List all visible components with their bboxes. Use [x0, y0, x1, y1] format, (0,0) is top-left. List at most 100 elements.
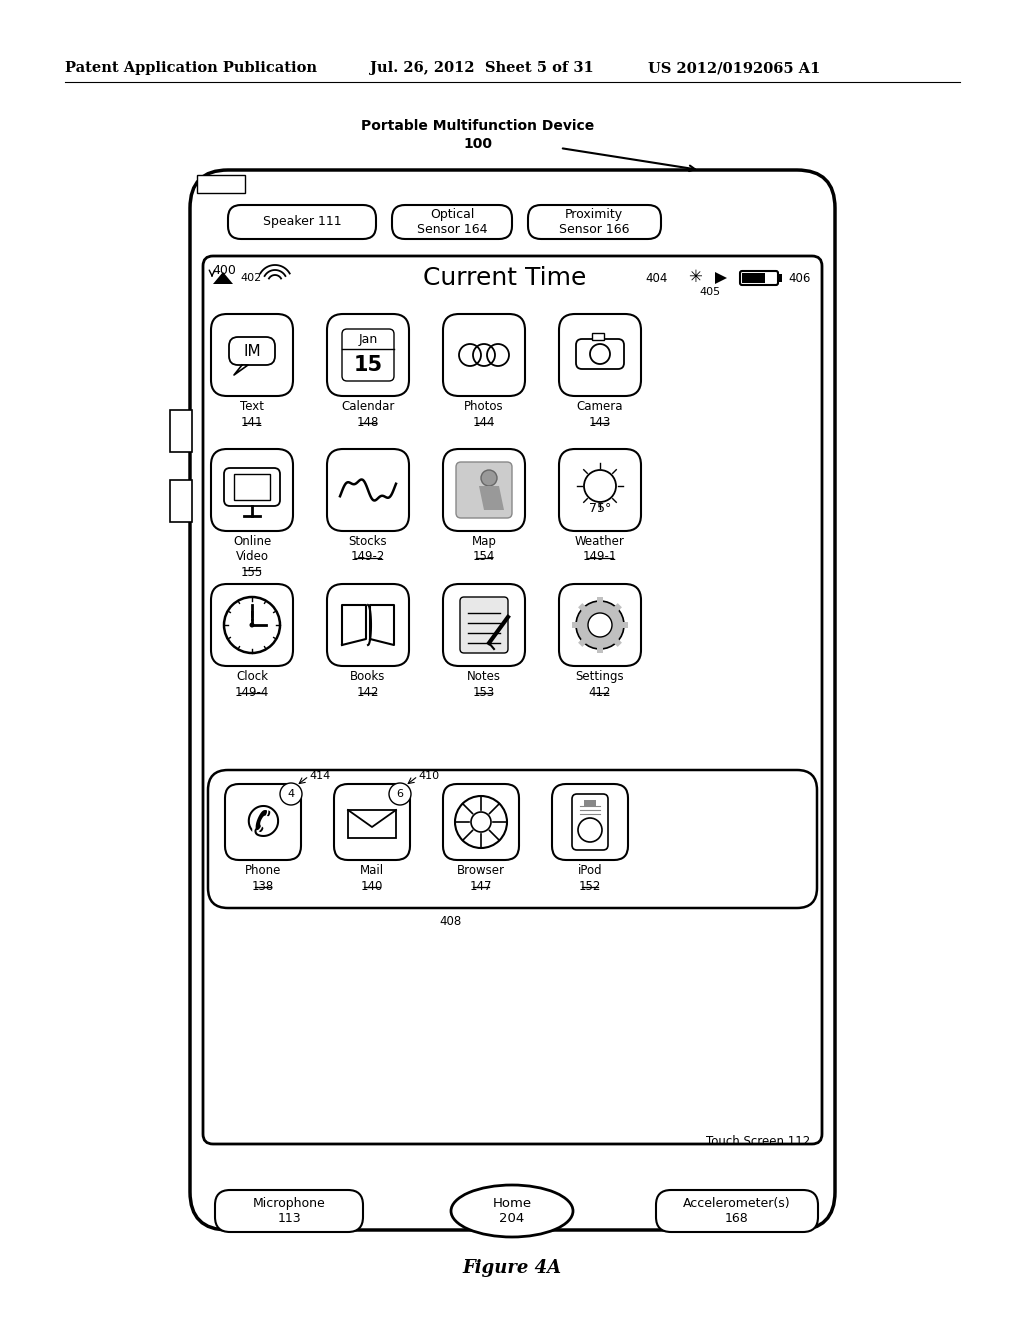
Text: 400: 400: [212, 264, 236, 276]
Text: iPod
152: iPod 152: [578, 865, 602, 892]
Text: Microphone
113: Microphone 113: [253, 1197, 326, 1225]
Text: ✆: ✆: [246, 803, 281, 845]
FancyBboxPatch shape: [443, 784, 519, 861]
Text: Map
154: Map 154: [472, 535, 497, 564]
Text: 4: 4: [288, 789, 295, 799]
Text: Phone
138: Phone 138: [245, 865, 282, 892]
Text: Browser
147: Browser 147: [457, 865, 505, 892]
Text: 414: 414: [309, 771, 331, 781]
FancyBboxPatch shape: [327, 583, 409, 667]
Text: 404: 404: [645, 272, 668, 285]
FancyBboxPatch shape: [559, 314, 641, 396]
Text: 408: 408: [439, 915, 461, 928]
Bar: [170, 480, 193, 521]
Text: 208: 208: [176, 492, 186, 511]
Text: Proximity
Sensor 166: Proximity Sensor 166: [559, 209, 630, 236]
FancyBboxPatch shape: [575, 339, 624, 370]
FancyBboxPatch shape: [228, 205, 376, 239]
Text: Text
141: Text 141: [240, 400, 264, 429]
Polygon shape: [479, 486, 504, 510]
Polygon shape: [715, 272, 727, 284]
Text: Jul. 26, 2012  Sheet 5 of 31: Jul. 26, 2012 Sheet 5 of 31: [370, 61, 594, 75]
Polygon shape: [213, 272, 233, 284]
Bar: [592, 333, 604, 341]
Bar: [778, 275, 782, 282]
FancyBboxPatch shape: [190, 170, 835, 1230]
Bar: [170, 411, 193, 451]
FancyBboxPatch shape: [528, 205, 662, 239]
Polygon shape: [597, 647, 603, 653]
Text: Mail
140: Mail 140: [360, 865, 384, 892]
Text: Books
142: Books 142: [350, 671, 386, 698]
Text: 208: 208: [176, 422, 186, 441]
Text: Clock
149-4: Clock 149-4: [234, 671, 269, 698]
Bar: [348, 810, 396, 838]
Text: Optical
Sensor 164: Optical Sensor 164: [417, 209, 487, 236]
FancyBboxPatch shape: [392, 205, 512, 239]
FancyBboxPatch shape: [224, 469, 280, 506]
FancyBboxPatch shape: [460, 597, 508, 653]
FancyBboxPatch shape: [229, 337, 275, 366]
Text: Figure 4A: Figure 4A: [463, 1259, 561, 1276]
FancyBboxPatch shape: [211, 583, 293, 667]
FancyBboxPatch shape: [203, 256, 822, 1144]
Polygon shape: [597, 597, 603, 603]
Circle shape: [250, 623, 255, 627]
Polygon shape: [622, 622, 628, 628]
FancyBboxPatch shape: [443, 314, 525, 396]
Polygon shape: [572, 622, 578, 628]
Text: 402: 402: [240, 273, 261, 282]
Bar: [584, 800, 596, 807]
Text: 15: 15: [353, 355, 383, 375]
Bar: [742, 273, 765, 282]
FancyBboxPatch shape: [208, 770, 817, 908]
Text: ✳: ✳: [688, 268, 701, 286]
FancyBboxPatch shape: [456, 462, 512, 517]
Polygon shape: [579, 603, 587, 611]
Circle shape: [481, 470, 497, 486]
Text: Settings
412: Settings 412: [575, 671, 625, 698]
Bar: [197, 176, 245, 193]
Text: Online
Video
155: Online Video 155: [232, 535, 271, 579]
Text: Notes
153: Notes 153: [467, 671, 501, 698]
Circle shape: [575, 601, 624, 649]
Text: 75°: 75°: [589, 502, 611, 515]
Polygon shape: [370, 605, 394, 645]
Bar: [234, 474, 270, 500]
Text: IM: IM: [243, 343, 261, 359]
FancyBboxPatch shape: [443, 583, 525, 667]
Polygon shape: [342, 605, 366, 645]
FancyBboxPatch shape: [211, 449, 293, 531]
FancyBboxPatch shape: [740, 271, 778, 285]
FancyBboxPatch shape: [225, 784, 301, 861]
Text: US 2012/0192065 A1: US 2012/0192065 A1: [648, 61, 820, 75]
Polygon shape: [613, 603, 622, 611]
Ellipse shape: [451, 1185, 573, 1237]
Text: Jan: Jan: [358, 333, 378, 346]
FancyBboxPatch shape: [656, 1191, 818, 1232]
FancyBboxPatch shape: [215, 1191, 362, 1232]
Circle shape: [588, 612, 612, 638]
FancyBboxPatch shape: [327, 449, 409, 531]
Text: Speaker 111: Speaker 111: [263, 215, 341, 228]
Text: Home
204: Home 204: [493, 1197, 531, 1225]
FancyBboxPatch shape: [559, 449, 641, 531]
Text: Patent Application Publication: Patent Application Publication: [65, 61, 317, 75]
FancyBboxPatch shape: [552, 784, 628, 861]
Text: Stocks
149-2: Stocks 149-2: [349, 535, 387, 564]
Polygon shape: [613, 639, 622, 647]
Text: 206: 206: [210, 177, 232, 190]
Text: Current Time: Current Time: [423, 267, 587, 290]
Circle shape: [280, 783, 302, 805]
Text: Photos
144: Photos 144: [464, 400, 504, 429]
Text: !: !: [249, 610, 255, 624]
Text: Touch Screen 112: Touch Screen 112: [706, 1135, 810, 1148]
FancyBboxPatch shape: [342, 329, 394, 381]
Text: 6: 6: [396, 789, 403, 799]
Polygon shape: [234, 366, 248, 375]
FancyBboxPatch shape: [327, 314, 409, 396]
Text: 410: 410: [418, 771, 439, 781]
Text: Portable Multifunction Device
100: Portable Multifunction Device 100: [361, 119, 595, 152]
FancyBboxPatch shape: [572, 795, 608, 850]
FancyBboxPatch shape: [443, 449, 525, 531]
